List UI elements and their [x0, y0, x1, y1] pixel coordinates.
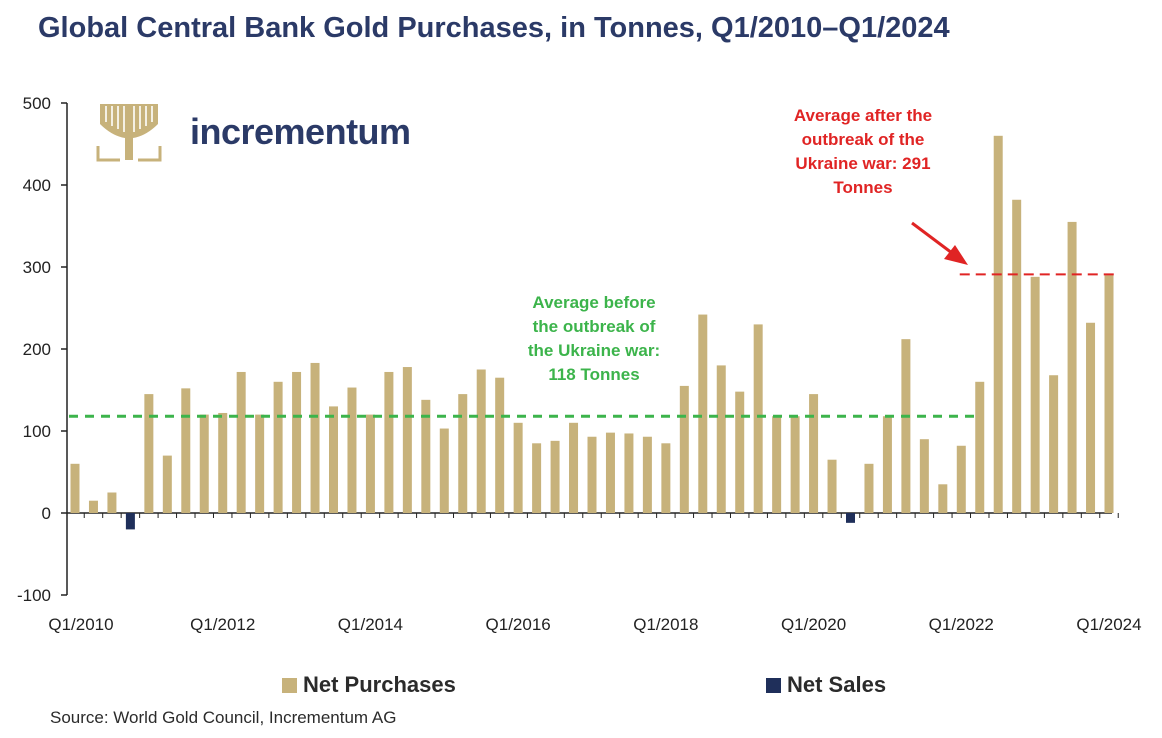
bar-net-purchases: [605, 432, 615, 513]
legend-swatch-sales: [766, 677, 781, 693]
bars: [70, 135, 1114, 530]
x-tick-label: Q1/2010: [48, 615, 113, 634]
bar-net-purchases: [107, 492, 117, 513]
reference-lines: Average before the outbreak of the Ukraine…: [69, 106, 1115, 418]
x-tick-label: Q1/2016: [486, 615, 551, 634]
x-tick-label: Q1/2020: [781, 615, 846, 634]
bar-net-purchases: [402, 367, 412, 513]
x-tick-label: Q1/2014: [338, 615, 403, 634]
bar-net-purchases: [772, 416, 782, 513]
bar-net-purchases: [882, 416, 892, 513]
brand-name: incrementum: [190, 111, 411, 152]
legend-net-sales: Net Sales: [766, 672, 886, 698]
bar-net-purchases: [919, 439, 929, 513]
bar-net-purchases: [1012, 199, 1022, 513]
source-note: Source: World Gold Council, Incrementum …: [50, 708, 397, 727]
y-tick-label: 100: [23, 422, 51, 441]
bar-net-purchases: [790, 416, 800, 513]
bar-net-purchases: [329, 406, 338, 513]
bar-net-purchases: [88, 500, 98, 513]
bar-net-purchases: [975, 381, 985, 513]
bar-net-purchases: [753, 324, 763, 513]
average-after-label-line: Average after the: [794, 106, 932, 125]
bar-net-purchases: [347, 387, 357, 513]
average-after-label-line: Tonnes: [833, 178, 892, 197]
bar-net-purchases: [532, 443, 542, 513]
bar-net-purchases: [421, 399, 431, 513]
bar-net-purchases: [218, 412, 228, 513]
average-before-label-line: the Ukraine war:: [528, 341, 660, 360]
legend-sales-label: Net Sales: [787, 672, 887, 697]
bar-net-purchases: [476, 369, 486, 513]
bar-net-purchases: [458, 394, 468, 513]
bar-net-purchases: [273, 381, 283, 513]
bar-net-purchases: [1104, 275, 1114, 513]
legend-net-purchases: Net Purchases: [282, 672, 456, 698]
average-before-label-line: the outbreak of: [533, 317, 656, 336]
bar-net-purchases: [513, 422, 523, 513]
bar-net-purchases: [956, 445, 966, 513]
bar-net-purchases: [679, 385, 689, 513]
average-after-label-line: outbreak of the: [802, 130, 925, 149]
y-tick-label: 400: [23, 176, 51, 195]
x-tick-label: Q1/2022: [929, 615, 994, 634]
y-tick-label: -100: [17, 586, 51, 605]
bar-net-purchases: [550, 440, 560, 513]
bar-net-purchases: [901, 339, 911, 513]
bar-net-purchases: [1049, 375, 1059, 513]
chart-title: Global Central Bank Gold Purchases, in T…: [38, 12, 950, 44]
x-axis: Q1/2010 Q1/2012 Q1/2014 Q1/2016 Q1/2018 Q1/20…: [48, 512, 1142, 634]
bar-net-purchases: [70, 463, 80, 513]
bar-net-purchases: [735, 391, 745, 513]
bar-net-purchases: [384, 371, 394, 513]
bar-net-purchases: [716, 365, 726, 513]
bar-net-purchases: [144, 394, 154, 513]
bar-net-purchases: [439, 428, 449, 513]
bar-net-purchases: [365, 414, 375, 513]
bar-net-purchases: [569, 422, 579, 513]
average-after-label-line: Ukraine war: 291: [795, 154, 930, 173]
y-axis: -100 0 100 200 300 400 500: [17, 94, 68, 605]
bar-net-purchases: [661, 443, 671, 513]
y-tick-label: 0: [42, 504, 51, 523]
bar-net-purchases: [495, 377, 505, 513]
bar-net-purchases: [1030, 276, 1040, 513]
bar-net-purchases: [938, 484, 948, 513]
bar-net-purchases: [624, 433, 634, 513]
x-tick-label: Q1/2012: [190, 615, 255, 634]
x-tick-label: Q1/2018: [633, 615, 698, 634]
y-tick-label: 300: [23, 258, 51, 277]
bar-net-purchases: [827, 459, 837, 513]
y-tick-label: 500: [23, 94, 51, 113]
arrow-shaft: [911, 221, 953, 255]
bar-net-purchases: [1086, 322, 1096, 513]
tree-logo-icon: [96, 104, 162, 162]
legend-swatch-purchases: [282, 677, 297, 693]
bar-net-sales: [125, 513, 135, 530]
bar-net-purchases: [864, 463, 874, 513]
legend-purchases-label: Net Purchases: [303, 672, 456, 697]
bar-net-purchases: [310, 362, 320, 513]
bar-net-purchases: [1067, 221, 1077, 513]
average-before-label-line: 118 Tonnes: [548, 365, 639, 384]
average-before-label-line: Average before: [532, 293, 655, 312]
bar-net-purchases: [181, 388, 191, 513]
bar-net-purchases: [587, 436, 597, 513]
arrow-head-icon: [944, 245, 968, 265]
bar-net-purchases: [698, 314, 708, 513]
bar-net-purchases: [255, 414, 265, 513]
bar-net-purchases: [809, 394, 819, 513]
bar-net-purchases: [236, 371, 246, 513]
bar-net-sales: [846, 513, 855, 523]
brand-logo: incrementum: [96, 102, 411, 162]
bar-net-purchases: [993, 135, 1003, 514]
x-tick-label: Q1/2024: [1076, 615, 1141, 634]
bar-net-purchases: [642, 436, 652, 513]
y-tick-label: 200: [23, 340, 51, 359]
bar-net-purchases: [292, 371, 302, 513]
bar-net-purchases: [199, 414, 209, 513]
bar-net-purchases: [162, 455, 172, 513]
